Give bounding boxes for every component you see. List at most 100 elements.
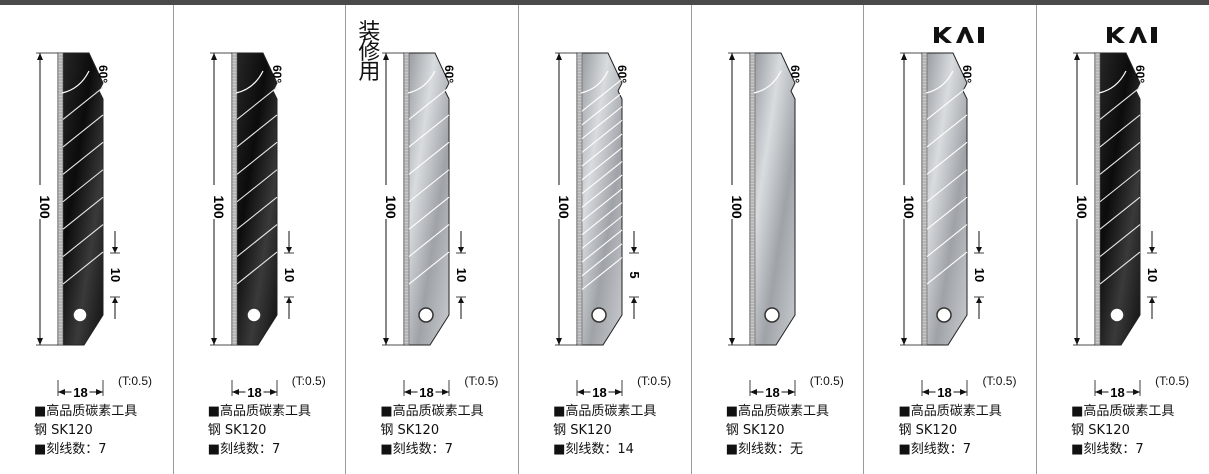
length-label: 100: [556, 195, 572, 219]
snap-line: [927, 251, 968, 285]
blade-hole: [936, 307, 953, 323]
length-label: 100: [37, 195, 53, 219]
snap-line: [581, 215, 623, 249]
snap-line: [409, 141, 450, 175]
description-line: ■高品质碳素工具: [34, 404, 138, 419]
thickness-note: (T:0.5): [637, 374, 672, 388]
width-label: 18: [1110, 385, 1124, 400]
blade-body: [921, 52, 968, 346]
blade-edge: [922, 52, 928, 346]
snap-line: [581, 243, 623, 277]
blade-panel-silver-14: 100 60° 18 5 (T:0.5) ■高品质碳素工具钢 SK120 ■刻线数：14: [518, 5, 691, 474]
snap-line: [581, 78, 623, 112]
length-label: 100: [211, 195, 227, 219]
blade-description: ■高品质碳素工具钢 SK120 ■刻线数：7: [1071, 402, 1174, 459]
snap-line: [1099, 251, 1141, 285]
length-label: 100: [729, 195, 745, 219]
description-line: ■刻线数：7: [207, 442, 281, 457]
snap-line: [581, 229, 623, 263]
interval-label: 10: [972, 268, 987, 282]
snap-line: [927, 114, 968, 148]
angle-label: 60°: [960, 65, 974, 83]
angle-label: 60°: [96, 65, 110, 83]
blade-body: [1094, 52, 1141, 346]
blade-body: [57, 52, 104, 346]
snap-line: [236, 224, 278, 258]
snap-line: [409, 196, 450, 230]
snap-line: [236, 196, 278, 230]
width-label: 18: [765, 385, 779, 400]
width-label: 18: [420, 385, 434, 400]
snap-line: [927, 141, 968, 175]
description-line: ■高品质碳素工具: [725, 404, 830, 419]
interval-label: 10: [454, 268, 469, 282]
interval-label: 10: [282, 268, 297, 282]
snap-line: [409, 224, 450, 258]
description-line: ■刻线数：7: [380, 442, 453, 457]
blade-drawing: 100 60° 18 10: [207, 52, 297, 400]
thickness-note: (T:0.5): [809, 374, 844, 388]
snap-line: [236, 251, 278, 285]
length-label: 100: [1074, 195, 1090, 219]
blade-drawing: 100 60° 18 10: [1071, 52, 1160, 400]
blade-description: ■高品质碳素工具钢 SK120 ■刻线数：7: [380, 402, 483, 459]
snap-line: [1099, 114, 1141, 148]
blade-hole: [418, 307, 435, 323]
length-label: 100: [383, 195, 399, 219]
angle-label: 60°: [788, 65, 802, 83]
snap-line: [62, 87, 104, 120]
blade-drawing: 100 60° 18: [725, 52, 802, 400]
width-label: 18: [592, 385, 606, 400]
snap-line: [1099, 141, 1141, 175]
angle-label: 60°: [270, 65, 284, 83]
snap-line: [236, 141, 278, 175]
blade-body: [749, 52, 796, 346]
blade-edge: [231, 52, 237, 346]
snap-line: [409, 251, 450, 285]
thickness-note: (T:0.5): [291, 374, 326, 388]
interval-label: 10: [108, 268, 123, 282]
description-line: ■高品质碳素工具: [1071, 404, 1175, 419]
description-line: 钢 SK120: [1071, 423, 1130, 438]
interval-label: 5: [627, 271, 642, 278]
snap-line: [927, 196, 968, 230]
snap-line: [1099, 224, 1141, 258]
blade-description: ■高品质碳素工具钢 SK120 ■刻线数：14: [553, 402, 656, 459]
description-line: 钢 SK120: [207, 423, 267, 438]
description-line: 钢 SK120: [34, 423, 93, 438]
blade-hole: [1109, 307, 1125, 323]
angle-label: 60°: [1133, 65, 1147, 83]
description-line: ■高品质碳素工具: [553, 404, 657, 419]
blade-edge: [749, 52, 756, 346]
thickness-note: (T:0.5): [464, 374, 499, 388]
snap-line: [581, 147, 623, 181]
snap-line: [409, 114, 450, 148]
blade-description: ■高品质碳素工具钢 SK120 ■刻线数：7: [208, 402, 311, 459]
description-line: 钢 SK120: [380, 423, 440, 438]
snap-line: [62, 169, 104, 203]
snap-line: [927, 87, 968, 120]
snap-line: [236, 87, 278, 120]
thickness-note: (T:0.5): [118, 374, 153, 388]
blade-edge: [1094, 52, 1101, 346]
blade-edge: [404, 52, 410, 346]
snap-line: [409, 169, 450, 203]
blade-panels: 100 60° 18 10 (T:0.5) ■高品质碳素工具钢 SK120 ■刻线数：7 10…: [0, 5, 1209, 474]
blade-drawing: 100 60° 18 10: [34, 52, 123, 400]
usage-tag: 装修用: [358, 20, 381, 85]
blade-edge: [576, 52, 583, 346]
snap-line: [1099, 87, 1141, 120]
thickness-note: (T:0.5): [1155, 374, 1190, 388]
blade-panel-black-7: 100 60° 18 10 (T:0.5) ■高品质碳素工具钢 SK120 ■刻线数：7: [0, 5, 173, 474]
snap-line: [581, 202, 623, 236]
angle-label: 60°: [615, 65, 629, 83]
snap-line: [236, 114, 278, 148]
thickness-note: (T:0.5): [982, 374, 1017, 388]
description-line: ■刻线数：14: [553, 442, 634, 457]
description-line: ■刻线数：7: [34, 442, 107, 457]
blade-panel-black-kai: 100 60° 18 10 (T:0.5) ■高品质碳素工具钢 SK120 ■刻线数：7: [1036, 5, 1209, 474]
snap-line: [62, 141, 104, 175]
description-line: 钢 SK120: [553, 423, 612, 438]
blade-panel-silver-0: 100 60° 18 (T:0.5) ■高品质碳素工具钢 SK120 ■刻线数：无: [690, 5, 864, 474]
width-label: 18: [247, 385, 261, 400]
